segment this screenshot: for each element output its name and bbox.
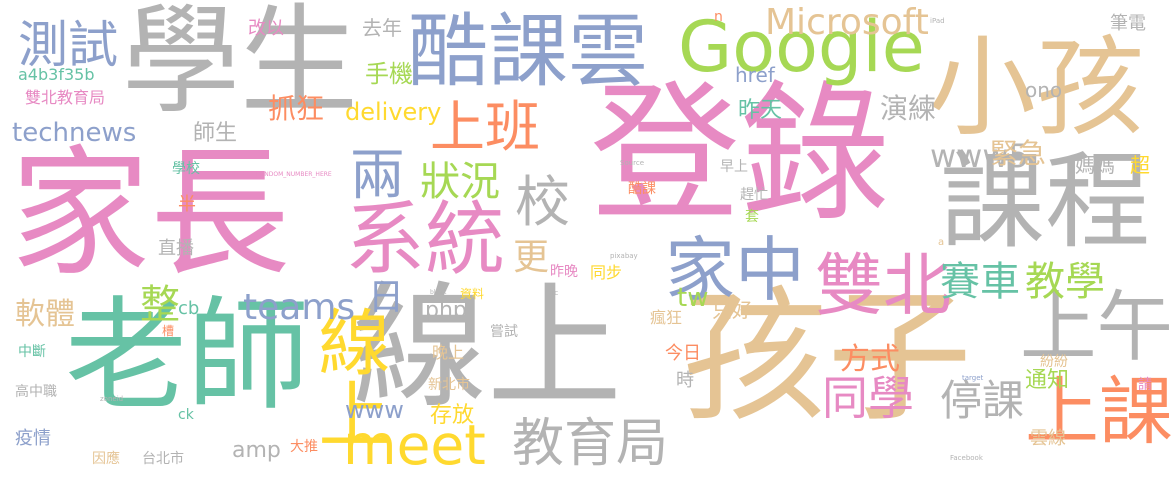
word-ban: 半	[178, 194, 196, 215]
word-shisheng: 師生	[193, 121, 238, 146]
word-php: php	[425, 298, 467, 323]
word-yinying: 因應	[92, 451, 120, 467]
word-delivery: delivery	[345, 98, 442, 126]
word-fengkuang: 瘋狂	[650, 308, 683, 327]
word-wanshang: 晚上	[432, 343, 465, 362]
word-shi: 時	[676, 370, 694, 391]
word-ceshi: 測試	[18, 16, 118, 74]
word-shangke: 上課	[1025, 368, 1173, 455]
word-mama: 媽媽	[1075, 153, 1115, 177]
word-qunian: 去年	[362, 16, 402, 40]
word-kukeyun: 酷課雲	[408, 5, 648, 98]
word-ck: ck	[178, 407, 194, 423]
word-xitong: 系統	[345, 193, 505, 286]
word-a4b3f35b: a4b3f35b	[18, 65, 95, 84]
word-zhihao: 只好	[712, 298, 752, 322]
word-a: a	[938, 237, 945, 248]
word-jiazhang: 家長	[10, 133, 291, 296]
word-laoshi: 老師	[65, 285, 309, 427]
word-jiaoxue: 教學	[1025, 259, 1105, 305]
word-technews: technews	[12, 118, 137, 148]
word-kuke: 酷課	[628, 181, 656, 197]
word-haizi: 孩子	[682, 273, 972, 442]
word-chao: 超	[1130, 153, 1150, 177]
word-ruanti: 軟體	[15, 297, 75, 332]
word-xiaohai: 小孩	[928, 26, 1145, 151]
word-taibeishi: 台北市	[142, 451, 184, 467]
word-ziliao: 資料	[460, 287, 485, 301]
word-jinji: 緊急	[990, 137, 1047, 170]
word-gaozhongzhi: 高中職	[15, 384, 57, 400]
word-shuangbei-jiaoyuju: 雙北教育局	[25, 88, 106, 107]
word-xianshang-yellow: 線上	[306, 305, 390, 449]
word-href: href	[735, 63, 775, 87]
word-xuexiao: 學校	[172, 161, 200, 177]
word-shangban: 上班	[430, 95, 541, 159]
word-yanlian: 演練	[880, 92, 937, 125]
word-tongxue: 同學	[822, 371, 914, 425]
word-zaoshang: 早上	[720, 159, 748, 175]
word-liang: 兩	[350, 143, 406, 207]
word-gaiyi: 改以	[248, 18, 284, 39]
word-tingke: 停課	[940, 376, 1025, 425]
word-pixabay: pixabay	[610, 252, 638, 260]
word-jinri: 今日	[665, 343, 701, 364]
word-blank: _blank	[427, 289, 447, 296]
word-zoneid: zoneid	[100, 395, 124, 403]
word-www: www	[345, 396, 404, 424]
word-xianshang-big: 線上	[352, 269, 622, 426]
word-target: target	[962, 374, 984, 382]
word-datui: 大推	[290, 439, 318, 455]
word-xinbeishi: 新北市	[428, 377, 470, 393]
word-fenfen: 紛紛	[1040, 354, 1068, 370]
word-ipad: iPad	[930, 17, 945, 25]
word-shuangbei: 雙北	[815, 247, 952, 326]
word-zuowan: 昨晚	[550, 264, 578, 280]
word-facebook: Facebook	[950, 454, 983, 462]
word-saiche: 賽車	[940, 259, 1020, 305]
word-cunfang: 存放	[430, 403, 475, 428]
word-jiaoyuju: 教育局	[512, 414, 669, 474]
word-dengly: 登錄	[590, 68, 891, 242]
word-meet: meet	[343, 413, 486, 477]
word-tw: tw	[677, 283, 709, 313]
word-n: n	[714, 9, 723, 25]
word-google: Google	[678, 6, 925, 88]
word-yunxian: 雲線	[1030, 428, 1066, 449]
word-zhuangkuang: 狀況	[420, 159, 500, 205]
word-fangshi: 方式	[840, 342, 900, 377]
word-www5: www5	[930, 137, 1029, 175]
word-jiazhong: 家中	[665, 229, 805, 311]
word-amp: amp	[232, 438, 281, 463]
word-kecheng: 課程	[940, 141, 1151, 263]
word-insert-random: INSERT_RANDOM_NUMBER_HERE	[232, 171, 332, 178]
word-ri: 日	[368, 277, 405, 318]
word-bidian: 筆電	[1110, 13, 1146, 34]
word-ono: ono	[1025, 78, 1063, 102]
word-qing: 請	[1138, 377, 1152, 393]
word-tongzhi: 通知	[1025, 368, 1070, 393]
word-zheng: 整	[140, 282, 180, 328]
word-xiao: 校	[515, 170, 571, 234]
word-changshi: 嘗試	[490, 324, 518, 340]
word-zuotian: 昨天	[738, 98, 783, 123]
word-source: Source	[620, 159, 645, 167]
word-geng: 更	[513, 237, 550, 278]
word-microsoft: Microsoft	[765, 2, 929, 43]
word-yiqing: 疫情	[15, 428, 51, 449]
word-tao: 套	[745, 209, 759, 225]
word-zhongduan: 中斷	[18, 344, 46, 360]
word-cb: cb	[178, 298, 200, 319]
word-xuesheng: 學生	[122, 0, 359, 130]
word-zhibo: 直播	[158, 238, 194, 259]
word-zhuakuang: 抓狂	[268, 92, 325, 125]
word-ganmang: 趕忙	[740, 187, 768, 203]
word-shangwu: 上午	[1020, 283, 1174, 373]
word-src: src	[548, 289, 559, 297]
word-teams: teams	[243, 287, 356, 328]
word-shouji: 手機	[365, 60, 413, 88]
word-cao: 槽	[162, 324, 175, 338]
word-tongbu: 同步	[590, 263, 623, 282]
